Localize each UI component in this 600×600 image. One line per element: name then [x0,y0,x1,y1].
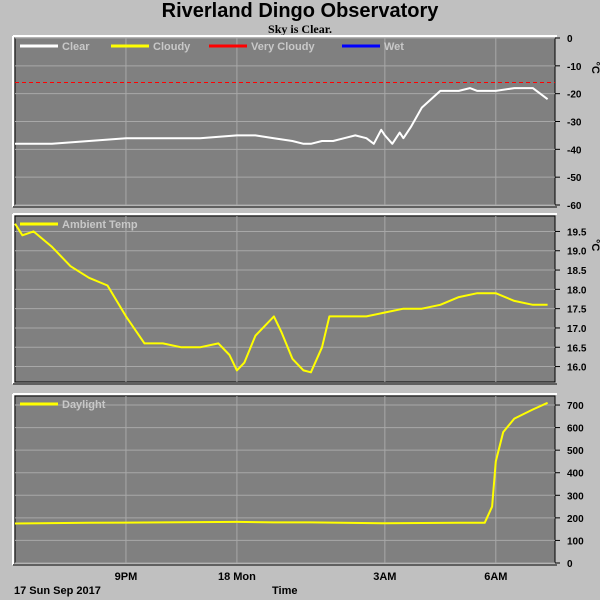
y-tick-label: 600 [567,424,584,435]
y-tick-label: 18.0 [567,285,587,296]
y-tick-label: 17.5 [567,305,587,316]
y-tick-label: 0 [567,34,573,45]
y-tick-label: 200 [567,514,584,525]
legend-label: Daylight [62,399,106,411]
x-tick-label: 18 Mon [218,571,256,583]
y-tick-label: 300 [567,491,584,502]
panel-3: 700 600 500 400 300 200 100 0 Daylight [12,393,584,570]
series-line-daylight [14,401,549,525]
y-tick-label: 100 [567,536,584,547]
legend-label: Cloudy [153,41,191,53]
legend-label: Clear [62,41,90,53]
y-tick-label: 17.0 [567,324,587,335]
y-tick-label: 18.5 [567,266,587,277]
y-tick-label: -30 [567,118,582,129]
plot-area [14,395,556,564]
series-line-clear [15,87,549,145]
y-tick-label: 16.5 [567,343,587,354]
y-tick-label: 500 [567,446,584,457]
y-tick-label: -10 [567,62,582,73]
date-label: 17 Sun Sep 2017 [14,585,101,597]
plot-area [14,215,556,383]
legend-label: Very Cloudy [251,41,315,53]
y-tick-label: 19.5 [567,227,587,238]
y-tick-label: 0 [567,559,573,570]
y-tick-label: -40 [567,145,582,156]
series-line-ambient-temp [14,223,548,374]
y-tick-label: 400 [567,469,584,480]
x-tick-label: 3AM [373,571,396,583]
x-tick-label: 9PM [115,571,138,583]
legend-label: Ambient Temp [62,219,138,231]
panel-2: 19.5 19.0 18.5 18.0 17.5 17.0 16.5 16.0 °C Ambien… [12,213,600,385]
y-tick-label: 16.0 [567,363,587,374]
y-tick-label: 19.0 [567,247,587,258]
y-tick-label: -50 [567,173,582,184]
y-tick-label: -20 [567,90,582,101]
y-tick-label: 700 [567,401,584,412]
sky-status: Sky is Clear. [268,22,332,36]
y-axis-unit: °C [589,62,600,74]
legend-label: Wet [384,41,404,53]
y-tick-label: -60 [567,201,582,212]
x-tick-label: 6AM [484,571,507,583]
time-axis-label: Time [272,585,298,597]
page-title: Riverland Dingo Observatory [161,0,439,22]
y-axis-unit: °C [589,239,600,251]
panel-1: 0 -10 -20 -30 -40 -50 -60 °C Clear Cloudy Very Clo… [12,34,600,212]
